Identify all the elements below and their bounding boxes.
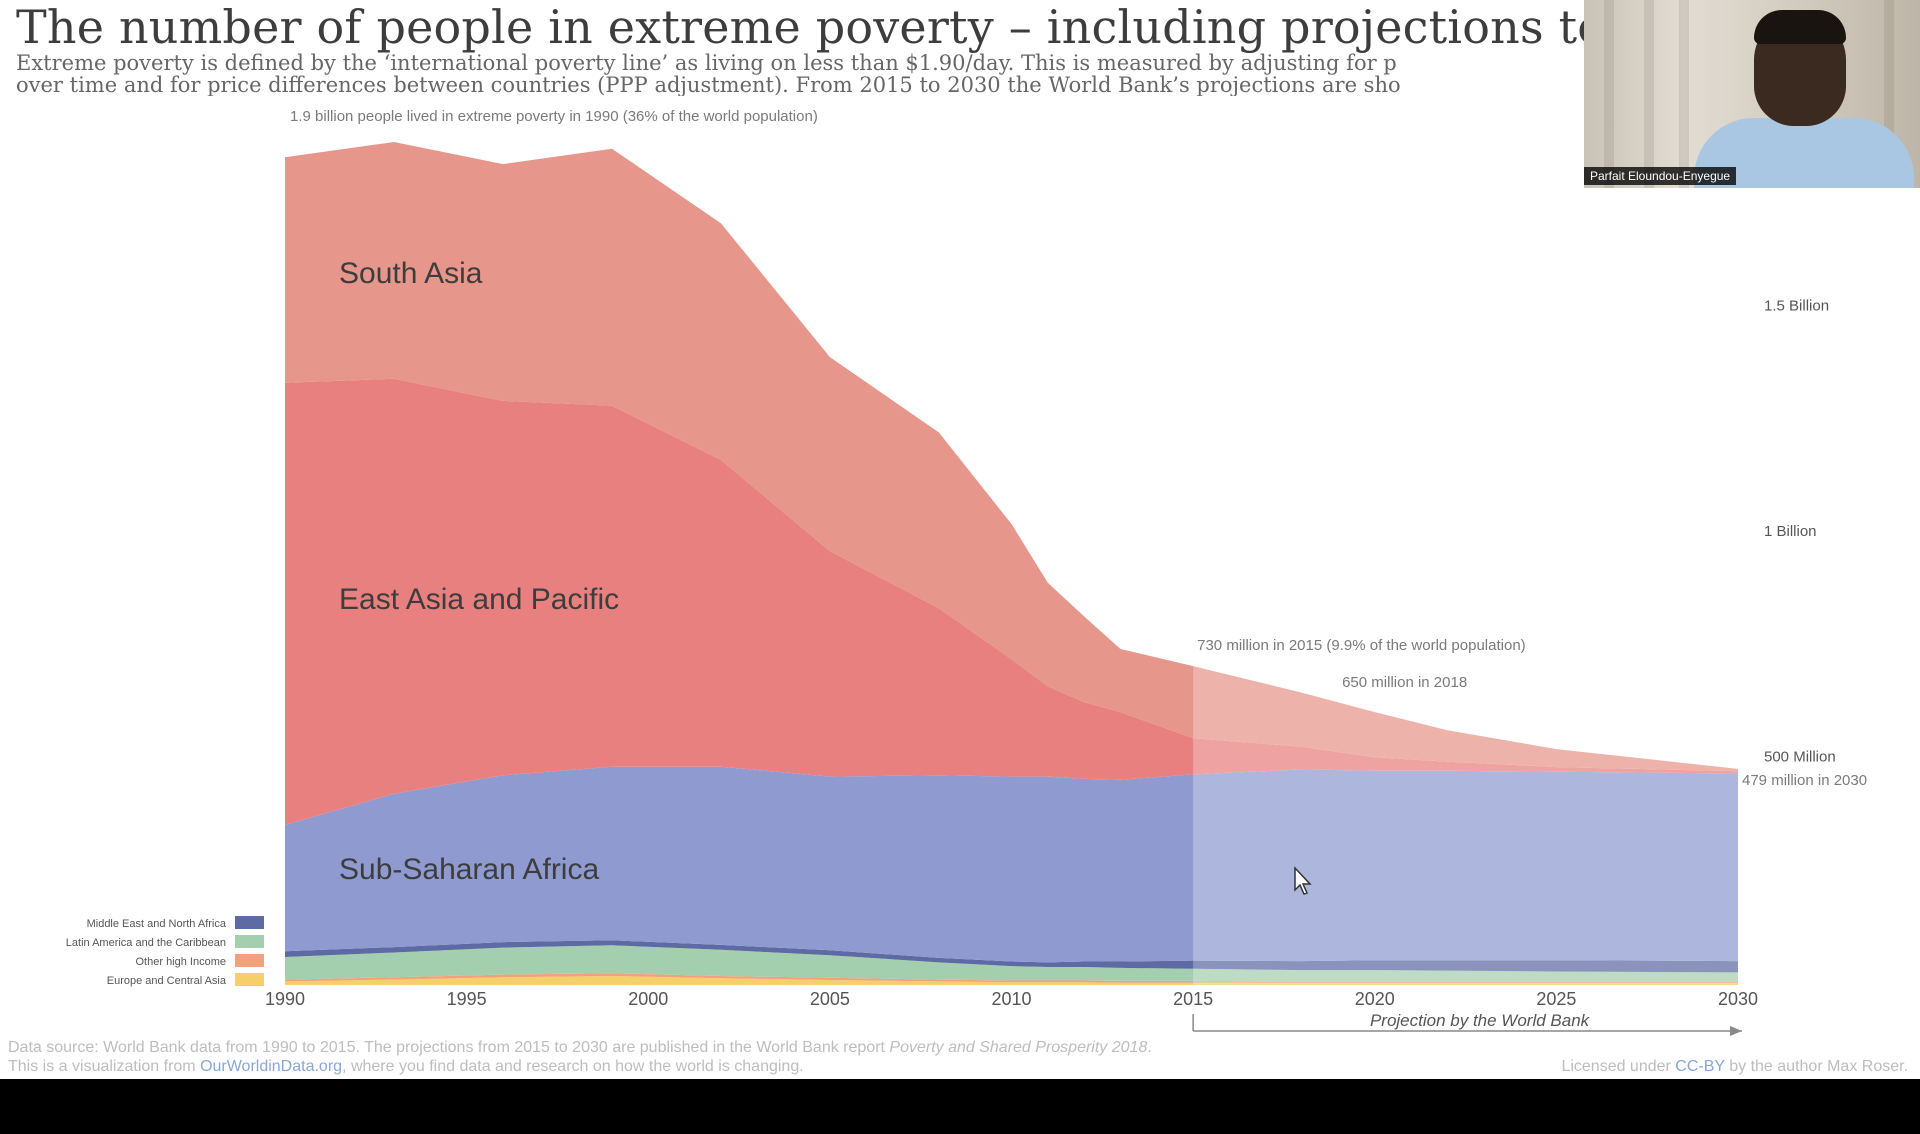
legend-swatch — [235, 935, 264, 948]
region-label: East Asia and Pacific — [339, 583, 619, 616]
x-tick-label: 2000 — [628, 989, 668, 1009]
subtitle-line-1: Extreme poverty is defined by the ‘inter… — [16, 52, 1397, 75]
participant-name-tag: Parfait Eloundou-Enyegue — [1584, 167, 1737, 185]
x-tick-label: 1995 — [447, 989, 487, 1009]
source-suffix: . — [1147, 1039, 1152, 1056]
area-middle-east-and-north-africa — [285, 940, 1738, 973]
area-sub-saharan-africa — [285, 766, 1738, 963]
curtain-fold — [1884, 0, 1894, 188]
area-latin-america-and-the-caribbean — [285, 945, 1738, 982]
region-label: South Asia — [339, 257, 483, 290]
viz-prefix: This is a visualization from — [8, 1058, 201, 1075]
y-tick-label: 1 Billion — [1764, 523, 1817, 540]
annotation-2015: 730 million in 2015 (9.9% of the world p… — [1197, 637, 1526, 654]
annotation-1990: 1.9 billion people lived in extreme pove… — [290, 108, 818, 125]
legend-swatch — [235, 916, 264, 929]
legend-label: Middle East and North Africa — [87, 918, 227, 930]
legend-swatch — [235, 954, 264, 967]
x-tick-label: 2030 — [1718, 989, 1758, 1009]
license-text: Licensed under CC-BY by the author Max R… — [1561, 1057, 1908, 1076]
annotation-2018: 650 million in 2018 — [1342, 674, 1467, 691]
source-prefix: Data source: World Bank data from 1990 t… — [8, 1039, 890, 1056]
viz-suffix: , where you find data and research on ho… — [342, 1058, 804, 1075]
subtitle-line-2: over time and for price differences betw… — [16, 73, 1401, 96]
owid-link[interactable]: OurWorldinData.org — [200, 1058, 343, 1075]
projection-shade — [1193, 108, 1740, 985]
poverty-area-chart: Sub-Saharan Africa East Asia and Pacific S… — [66, 108, 1867, 1036]
participant-hair — [1754, 10, 1846, 44]
curtain-fold — [1604, 0, 1614, 188]
legend-label: Europe and Central Asia — [107, 975, 227, 987]
legend-label: Other high Income — [136, 956, 227, 968]
mouse-cursor-icon — [1294, 866, 1312, 895]
license-link[interactable]: CC-BY — [1675, 1058, 1725, 1075]
slide-subtitle: Extreme poverty is defined by the ‘inter… — [16, 52, 1586, 96]
y-tick-label: 500 Million — [1764, 748, 1836, 765]
source-report: Poverty and Shared Prosperity 2018 — [889, 1039, 1148, 1056]
projection-label: Projection by the World Bank — [1370, 1011, 1591, 1030]
license-prefix: Licensed under — [1561, 1058, 1676, 1075]
x-tick-label: 2020 — [1355, 989, 1395, 1009]
y-tick-label: 1.5 Billion — [1764, 297, 1829, 314]
x-tick-label: 1990 — [265, 989, 305, 1009]
curtain-fold — [1644, 0, 1654, 188]
license-suffix: by the author Max Roser. — [1724, 1058, 1908, 1075]
legend-swatch — [235, 973, 264, 986]
curtain-fold — [1679, 0, 1689, 188]
annotation-2030: 479 million in 2030 — [1742, 772, 1867, 789]
legend-label: Latin America and the Caribbean — [66, 937, 226, 949]
area-south-asia — [285, 142, 1738, 772]
region-label: Sub-Saharan Africa — [339, 853, 599, 886]
projection-arrow-icon — [1730, 1026, 1742, 1036]
chart-footer: Data source: World Bank data from 1990 t… — [8, 1038, 1908, 1076]
x-tick-label: 2025 — [1536, 989, 1576, 1009]
area-europe-and-central-asia — [285, 976, 1738, 985]
x-tick-label: 2015 — [1173, 989, 1213, 1009]
x-tick-label: 2010 — [991, 989, 1031, 1009]
slide-title: The number of people in extreme poverty … — [16, 0, 1586, 54]
x-tick-label: 2005 — [810, 989, 850, 1009]
participant-video-tile[interactable]: Parfait Eloundou-Enyegue — [1584, 0, 1920, 188]
area-other-high-income — [285, 973, 1738, 984]
area-east-asia-and-pacific — [285, 378, 1738, 825]
